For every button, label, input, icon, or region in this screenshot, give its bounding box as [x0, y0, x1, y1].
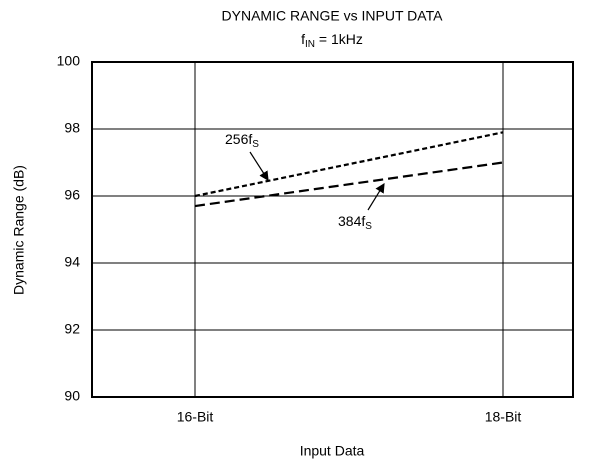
data-line [194, 131, 504, 198]
series-name: 384f [338, 213, 365, 229]
series-label: 256fS [225, 131, 259, 150]
y-tick-label: 98 [64, 120, 80, 136]
chart-title: DYNAMIC RANGE vs INPUT DATA [222, 8, 444, 24]
y-tick-label: 100 [57, 53, 81, 69]
y-tick-label: 96 [64, 187, 80, 203]
series-label: 384fS [338, 213, 372, 232]
series-name: 256f [225, 131, 252, 147]
annotation-arrow [367, 182, 385, 211]
plot-frame [91, 61, 574, 398]
y-tick-label: 92 [64, 321, 80, 337]
x-tick-label: 18-Bit [485, 409, 522, 425]
x-axis-label: Input Data [300, 443, 365, 459]
data-line [194, 161, 504, 208]
annotation-arrow [249, 151, 269, 182]
y-tick-label: 94 [64, 254, 80, 270]
x-tick-label: 16-Bit [177, 409, 214, 425]
y-tick-label: 90 [64, 388, 80, 404]
series-name-subscript: S [365, 221, 372, 232]
y-axis-label: Dynamic Range (dB) [11, 165, 27, 295]
chart-subtitle: fIN = 1kHz [301, 31, 363, 50]
series-name-subscript: S [252, 139, 259, 150]
